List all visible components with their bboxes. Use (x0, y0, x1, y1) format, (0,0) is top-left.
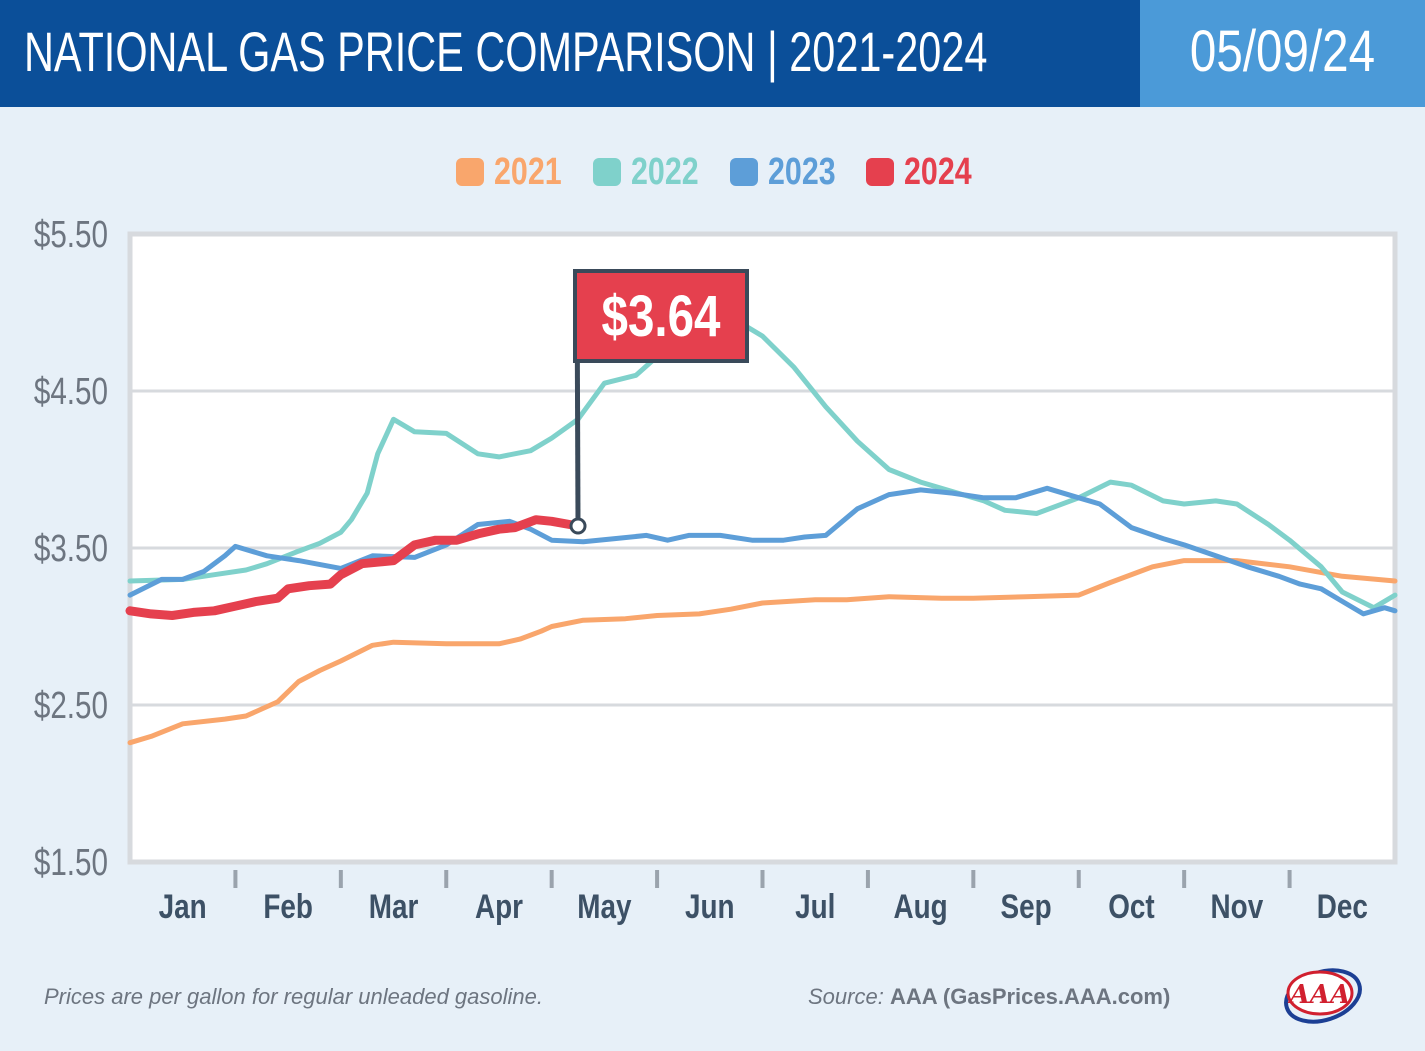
legend-swatch (456, 158, 485, 186)
y-tick-label: $4.50 (34, 371, 108, 413)
y-tick-label: $2.50 (34, 685, 108, 727)
series-line-2021 (127, 558, 1398, 746)
source-credit: Source: AAA (GasPrices.AAA.com) (808, 984, 1170, 1010)
gas-price-chart: $1.50 $2.50 $3.50 $4.50 $5.50 Jan Feb Mar Apr May… (34, 214, 1398, 926)
x-tick-label: May (577, 887, 632, 925)
legend-item-2021: 2021 (456, 152, 563, 192)
date-bar: 05/09/24 (1140, 0, 1425, 107)
series-line-2023 (127, 485, 1398, 617)
legend-item-2022: 2022 (592, 151, 700, 193)
legend-item-2024: 2024 (866, 152, 973, 192)
logo-lettering: AAA (1287, 980, 1351, 1010)
x-tick-label: Apr (475, 887, 523, 925)
source-label: Source: (808, 984, 884, 1009)
x-tick-label: Nov (1211, 887, 1264, 925)
x-tick-label: Sep (1000, 887, 1051, 925)
callout-label: $3.64 (602, 285, 721, 350)
legend-swatch (592, 158, 621, 186)
x-tick-label: Jan (159, 887, 207, 925)
legend-item-2023: 2023 (729, 151, 837, 193)
y-tick-label: $1.50 (34, 842, 108, 884)
aaa-logo: AAA (1284, 968, 1362, 1024)
legend-swatch (866, 158, 895, 186)
x-tick-label: Oct (1108, 887, 1154, 925)
x-tick-label: Jul (795, 887, 835, 925)
page-title: NATIONAL GAS PRICE COMPARISON | 2021-202… (24, 20, 988, 83)
title-bar: NATIONAL GAS PRICE COMPARISON | 2021-202… (0, 0, 1140, 107)
x-tick-label: Mar (369, 887, 419, 925)
legend-label: 2023 (767, 151, 836, 193)
x-tick-label: Feb (263, 887, 313, 925)
legend: 2021 2022 2023 2024 (2, 152, 1425, 192)
legend-label: 2022 (630, 151, 699, 193)
report-date: 05/09/24 (1189, 19, 1376, 84)
x-tick-label: Dec (1317, 887, 1368, 925)
legend-label: 2021 (494, 151, 563, 193)
callout-point (569, 517, 587, 535)
series-line-2024 (125, 515, 583, 620)
header: NATIONAL GAS PRICE COMPARISON | 2021-202… (0, 0, 1425, 107)
x-tick-label: Jun (685, 887, 735, 925)
source-value: AAA (GasPrices.AAA.com) (889, 984, 1171, 1009)
legend-swatch (729, 158, 758, 186)
x-tick-label: Aug (894, 887, 948, 925)
callout-box (573, 269, 749, 363)
y-tick-label: $5.50 (34, 214, 108, 256)
footnote: Prices are per gallon for regular unlead… (44, 984, 543, 1009)
legend-label: 2024 (904, 151, 972, 193)
y-tick-label: $3.50 (34, 528, 108, 570)
